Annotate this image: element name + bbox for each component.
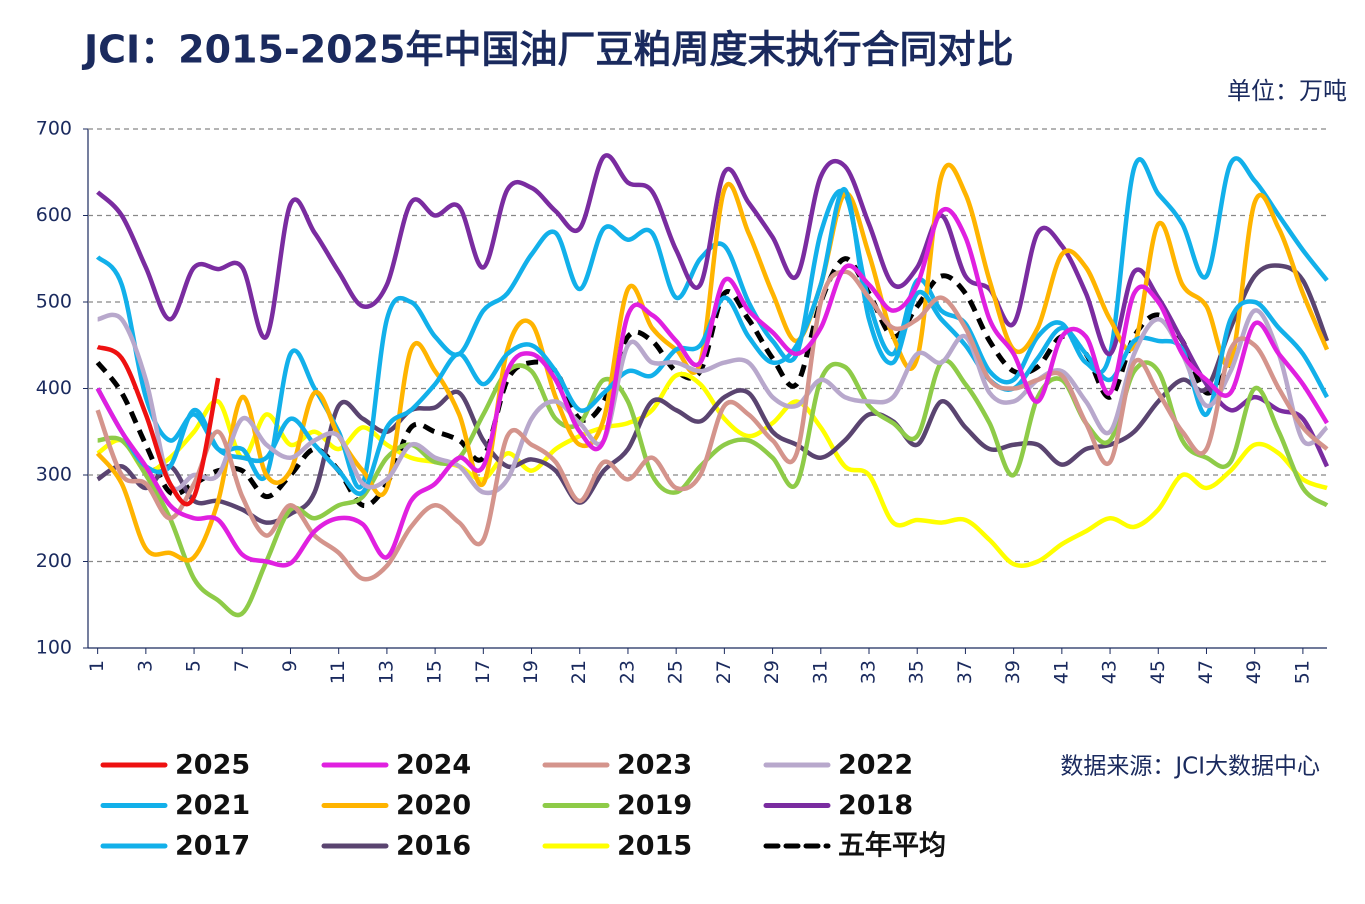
x-tick-label: 49 (1243, 660, 1265, 684)
y-tick-label: 200 (36, 550, 72, 572)
series-line (96, 153, 1330, 468)
x-tick-label: 5 (183, 660, 205, 672)
series-line (96, 263, 1330, 525)
legend-label: 2023 (617, 750, 692, 781)
x-tick-label: 27 (713, 660, 735, 684)
legend-label: 2022 (838, 750, 913, 781)
chart-title: JCI：2015-2025年中国油厂豆粕周度末执行合同对比 (81, 28, 1013, 72)
x-tick-label: 3 (134, 660, 156, 672)
x-tick-label: 45 (1147, 660, 1169, 684)
series-line (95, 187, 1329, 497)
y-tick-label: 500 (36, 291, 72, 313)
x-tick-label: 21 (568, 660, 590, 684)
y-tick-label: 100 (36, 637, 72, 659)
y-tick-label: 600 (36, 204, 72, 226)
legend-label: 2020 (396, 790, 471, 821)
x-tick-label: 1 (86, 660, 108, 672)
x-tick-label: 31 (809, 660, 831, 684)
series-line (97, 308, 1329, 496)
x-tick-label: 25 (665, 660, 687, 684)
x-tick-label: 39 (1002, 660, 1024, 684)
series-line (95, 269, 1329, 582)
x-tick-label: 29 (761, 660, 783, 684)
legend-label: 2021 (175, 790, 250, 821)
source-note: 数据来源：JCI大数据中心 (1060, 754, 1320, 780)
legend-label: 2018 (838, 790, 913, 821)
x-tick-label: 37 (954, 660, 976, 684)
x-tick-label: 51 (1291, 660, 1313, 684)
x-tick-label: 35 (906, 660, 928, 684)
x-tick-label: 19 (520, 660, 542, 684)
x-tick-label: 47 (1195, 660, 1217, 684)
series-line (95, 156, 1329, 490)
legend-label: 2019 (617, 790, 692, 821)
series-line (95, 162, 1330, 563)
legend-label: 2024 (396, 750, 471, 781)
x-tick-label: 17 (472, 660, 494, 684)
legend-label: 2016 (396, 831, 471, 862)
x-tick-label: 15 (424, 660, 446, 684)
series-line (95, 207, 1329, 568)
legend-label: 五年平均 (838, 830, 946, 862)
x-tick-label: 13 (375, 660, 397, 684)
legend-label: 2017 (175, 831, 250, 862)
unit-label: 单位：万吨 (1227, 77, 1347, 105)
legend-label: 2025 (175, 750, 250, 781)
series-line (96, 344, 221, 507)
x-tick-label: 9 (279, 660, 301, 672)
x-tick-label: 41 (1050, 660, 1072, 684)
y-tick-label: 400 (36, 377, 72, 399)
x-tick-label: 43 (1099, 660, 1121, 684)
y-tick-label: 300 (36, 464, 72, 486)
x-tick-label: 33 (858, 660, 880, 684)
x-tick-label: 7 (231, 660, 253, 672)
y-tick-label: 700 (36, 118, 72, 140)
legend-label: 2015 (617, 831, 692, 862)
x-tick-label: 11 (327, 660, 349, 684)
x-tick-label: 23 (616, 660, 638, 684)
